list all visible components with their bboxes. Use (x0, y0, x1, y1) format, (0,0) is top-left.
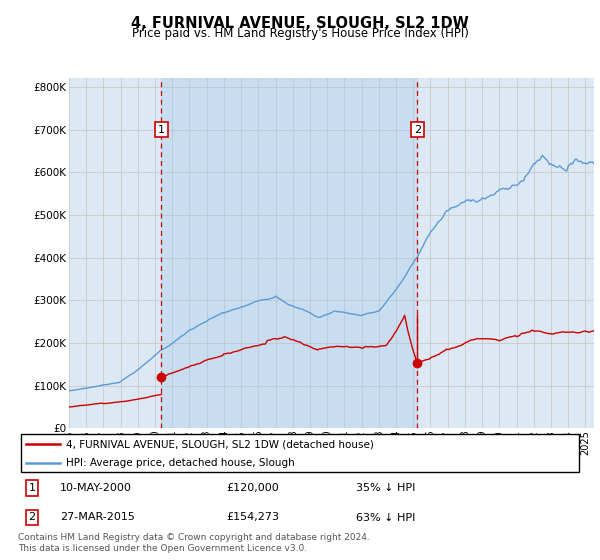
Text: HPI: Average price, detached house, Slough: HPI: Average price, detached house, Slou… (66, 458, 295, 468)
Text: Contains HM Land Registry data © Crown copyright and database right 2024.
This d: Contains HM Land Registry data © Crown c… (18, 533, 370, 553)
Text: 63% ↓ HPI: 63% ↓ HPI (356, 512, 416, 522)
Text: 27-MAR-2015: 27-MAR-2015 (60, 512, 135, 522)
FancyBboxPatch shape (21, 433, 579, 473)
Text: 2: 2 (413, 125, 421, 134)
Text: 4, FURNIVAL AVENUE, SLOUGH, SL2 1DW (detached house): 4, FURNIVAL AVENUE, SLOUGH, SL2 1DW (det… (66, 439, 374, 449)
Text: Price paid vs. HM Land Registry's House Price Index (HPI): Price paid vs. HM Land Registry's House … (131, 27, 469, 40)
Text: 2: 2 (29, 512, 35, 522)
Bar (161, 78, 417, 428)
Text: 10-MAY-2000: 10-MAY-2000 (60, 483, 132, 493)
Text: £154,273: £154,273 (227, 512, 280, 522)
Text: 1: 1 (29, 483, 35, 493)
Text: 4, FURNIVAL AVENUE, SLOUGH, SL2 1DW: 4, FURNIVAL AVENUE, SLOUGH, SL2 1DW (131, 16, 469, 31)
Text: 1: 1 (158, 125, 165, 134)
Text: £120,000: £120,000 (227, 483, 280, 493)
Text: 35% ↓ HPI: 35% ↓ HPI (356, 483, 416, 493)
